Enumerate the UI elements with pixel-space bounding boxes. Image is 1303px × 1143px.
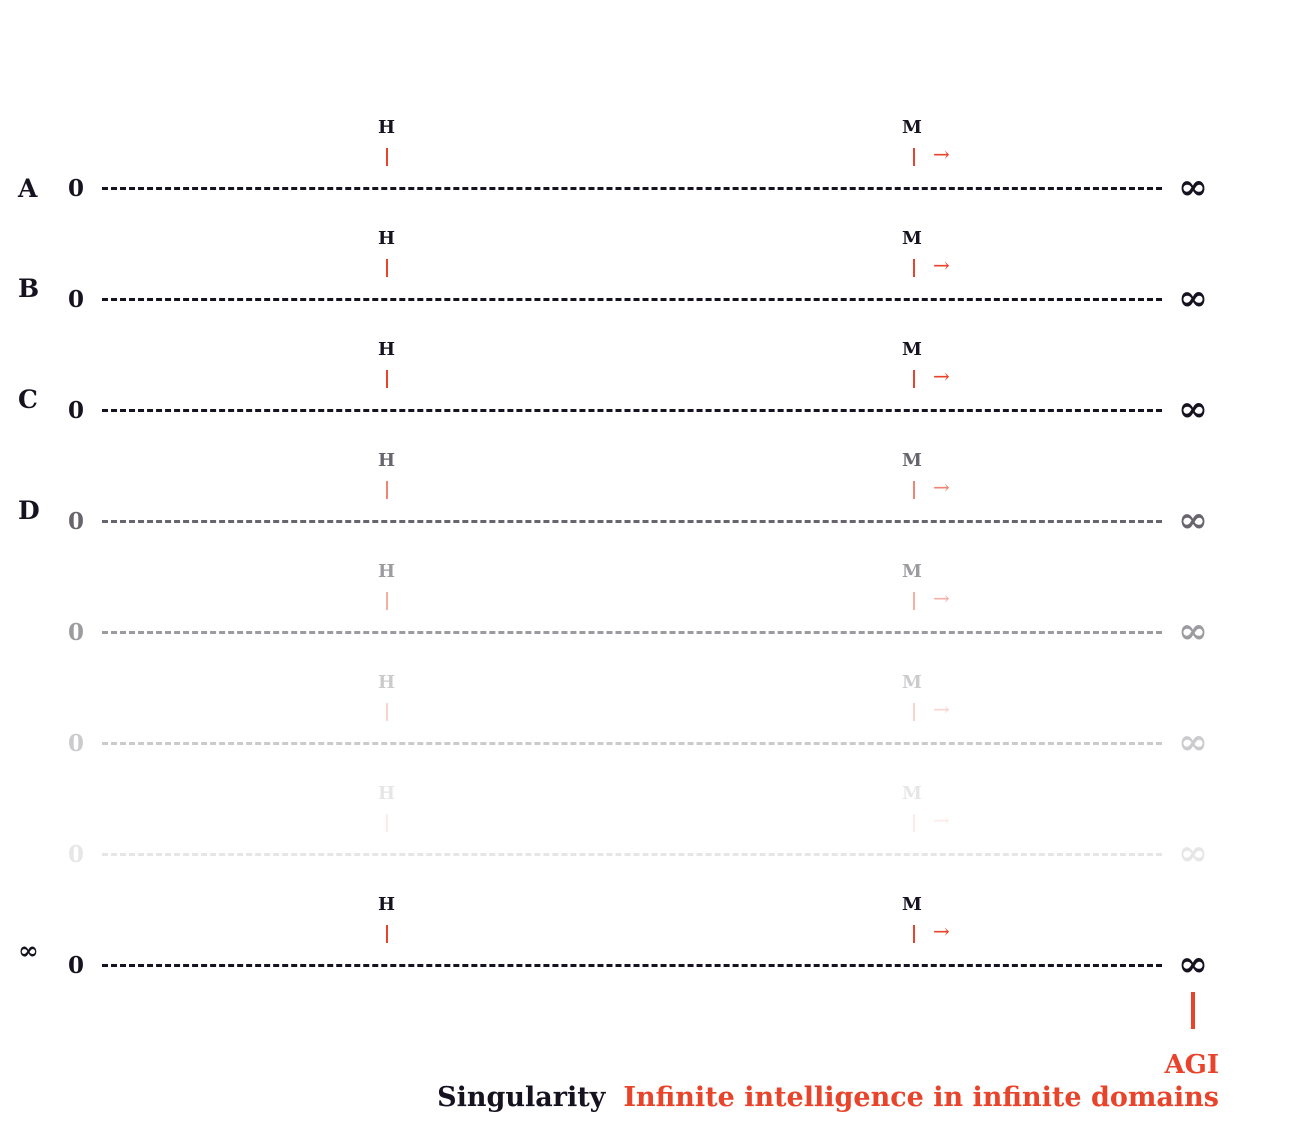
machine-marker-label: M — [902, 228, 922, 249]
timeline-row-faded-2: 0 ∞ H M → — [0, 666, 1303, 777]
arrow-right-icon: → — [933, 253, 950, 277]
arrow-right-icon: → — [933, 808, 950, 832]
infinity-label: ∞ — [1178, 499, 1208, 541]
infinity-label: ∞ — [1178, 610, 1208, 652]
human-tick — [386, 925, 388, 943]
human-marker-label: H — [378, 783, 396, 804]
machine-marker-label: M — [902, 783, 922, 804]
machine-tick — [913, 370, 915, 388]
dashed-axis — [102, 298, 1162, 301]
human-tick — [386, 259, 388, 277]
machine-marker-label: M — [902, 672, 922, 693]
human-tick — [386, 814, 388, 832]
zero-label: 0 — [68, 397, 85, 424]
infinity-label: ∞ — [1178, 166, 1208, 208]
zero-label: 0 — [68, 619, 85, 646]
arrow-right-icon: → — [933, 142, 950, 166]
infinity-label: ∞ — [1178, 943, 1208, 985]
human-tick — [386, 370, 388, 388]
timeline-row-infinity: ∞ 0 ∞ H M → — [0, 888, 1303, 999]
agi-tick — [1191, 992, 1195, 1029]
zero-label: 0 — [68, 286, 85, 313]
machine-tick — [913, 481, 915, 499]
infinity-label: ∞ — [1178, 721, 1208, 763]
human-marker-label: H — [378, 894, 396, 915]
caption-term: Singularity — [437, 1082, 606, 1113]
arrow-right-icon: → — [933, 697, 950, 721]
machine-tick — [913, 814, 915, 832]
zero-label: 0 — [68, 952, 85, 979]
infinity-label: ∞ — [1178, 832, 1208, 874]
zero-label: 0 — [68, 175, 85, 202]
machine-marker-label: M — [902, 561, 922, 582]
caption: Singularity Infinite intelligence in infi… — [437, 1084, 1219, 1111]
human-marker-label: H — [378, 672, 396, 693]
timeline-row-d: D 0 ∞ H M → — [0, 444, 1303, 555]
row-label: B — [18, 274, 40, 303]
dashed-axis — [102, 631, 1162, 634]
human-marker-label: H — [378, 117, 396, 138]
zero-label: 0 — [68, 730, 85, 757]
machine-tick — [913, 592, 915, 610]
timeline-row-faded-1: 0 ∞ H M → — [0, 555, 1303, 666]
arrow-right-icon: → — [933, 586, 950, 610]
human-tick — [386, 148, 388, 166]
row-label: C — [18, 385, 38, 414]
row-label: A — [18, 174, 38, 203]
human-tick — [386, 703, 388, 721]
human-tick — [386, 592, 388, 610]
human-marker-label: H — [378, 450, 396, 471]
human-marker-label: H — [378, 561, 396, 582]
human-tick — [386, 481, 388, 499]
timeline-row-a: A 0 ∞ H M → — [0, 111, 1303, 222]
machine-marker-label: M — [902, 117, 922, 138]
infinity-label: ∞ — [1178, 277, 1208, 319]
machine-marker-label: M — [902, 894, 922, 915]
machine-tick — [913, 148, 915, 166]
timeline-row-faded-3: 0 ∞ H M → — [0, 777, 1303, 888]
dashed-axis — [102, 520, 1162, 523]
dashed-axis — [102, 853, 1162, 856]
row-label: ∞ — [18, 936, 39, 965]
machine-tick — [913, 259, 915, 277]
dashed-axis — [102, 742, 1162, 745]
agi-label: AGI — [1164, 1050, 1219, 1080]
timeline-row-c: C 0 ∞ H M → — [0, 333, 1303, 444]
machine-marker-label: M — [902, 339, 922, 360]
dashed-axis — [102, 964, 1162, 967]
row-label: D — [18, 496, 40, 525]
human-marker-label: H — [378, 339, 396, 360]
dashed-axis — [102, 187, 1162, 190]
infinity-label: ∞ — [1178, 388, 1208, 430]
human-marker-label: H — [378, 228, 396, 249]
zero-label: 0 — [68, 841, 85, 868]
machine-tick — [913, 703, 915, 721]
machine-marker-label: M — [902, 450, 922, 471]
timeline-row-b: B 0 ∞ H M → — [0, 222, 1303, 333]
arrow-right-icon: → — [933, 364, 950, 388]
arrow-right-icon: → — [933, 919, 950, 943]
arrow-right-icon: → — [933, 475, 950, 499]
machine-tick — [913, 925, 915, 943]
zero-label: 0 — [68, 508, 85, 535]
dashed-axis — [102, 409, 1162, 412]
caption-definition: Infinite intelligence in infinite domain… — [623, 1082, 1219, 1113]
